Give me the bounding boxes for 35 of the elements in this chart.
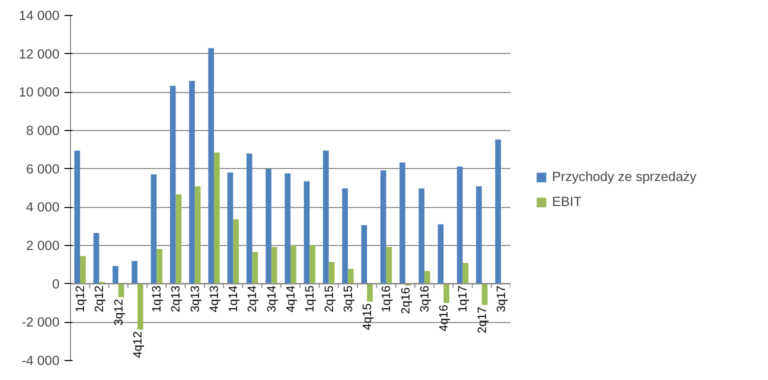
- legend-label: EBIT: [552, 194, 582, 209]
- x-tick-label: 3q12: [111, 298, 126, 326]
- x-tick-label: 2q13: [168, 285, 183, 312]
- y-tick-label: 0: [52, 276, 60, 292]
- x-tick-label: 2q14: [245, 285, 260, 312]
- y-tick-label: 6 000: [26, 161, 60, 176]
- x-tick-label: 4q13: [206, 285, 221, 312]
- y-tick-label: 14 000: [18, 8, 60, 23]
- x-tick-label: 2q17: [474, 306, 489, 334]
- y-tick-label: 12 000: [18, 46, 60, 62]
- x-tick-label: 4q14: [284, 285, 298, 312]
- y-tick-label: 2 000: [26, 238, 60, 253]
- x-tick-label: 1q16: [379, 285, 394, 312]
- x-tick-label: 3q15: [340, 285, 355, 312]
- x-tick-label: 4q16: [436, 304, 451, 332]
- x-tick-label: 2q16: [398, 286, 412, 314]
- y-tick-label: -4 000: [22, 353, 60, 368]
- x-tick-label: 1q13: [150, 285, 164, 312]
- x-tick-label: 3q17: [494, 285, 508, 312]
- y-tick-label: 10 000: [18, 84, 60, 100]
- x-tick-label: 4q12: [130, 331, 144, 358]
- y-tick-label: -2 000: [22, 314, 60, 330]
- x-tick-label: 1q15: [302, 285, 317, 312]
- x-tick-label: 2q15: [322, 285, 336, 312]
- y-tick-label: 4 000: [26, 200, 60, 215]
- x-tick-label: 1q17: [456, 285, 470, 312]
- x-tick-label: 3q13: [188, 285, 202, 312]
- x-tick-label: 3q16: [417, 285, 432, 312]
- x-tick-label: 3q14: [264, 285, 278, 312]
- x-tick-label: 4q15: [360, 303, 374, 330]
- y-tick-label: 8 000: [26, 123, 60, 138]
- legend-label: Przychody ze sprzedaży: [552, 169, 696, 184]
- x-tick-label: 1q12: [73, 285, 88, 312]
- x-tick-label: 2q12: [92, 285, 106, 312]
- x-tick-label: 1q14: [226, 285, 240, 312]
